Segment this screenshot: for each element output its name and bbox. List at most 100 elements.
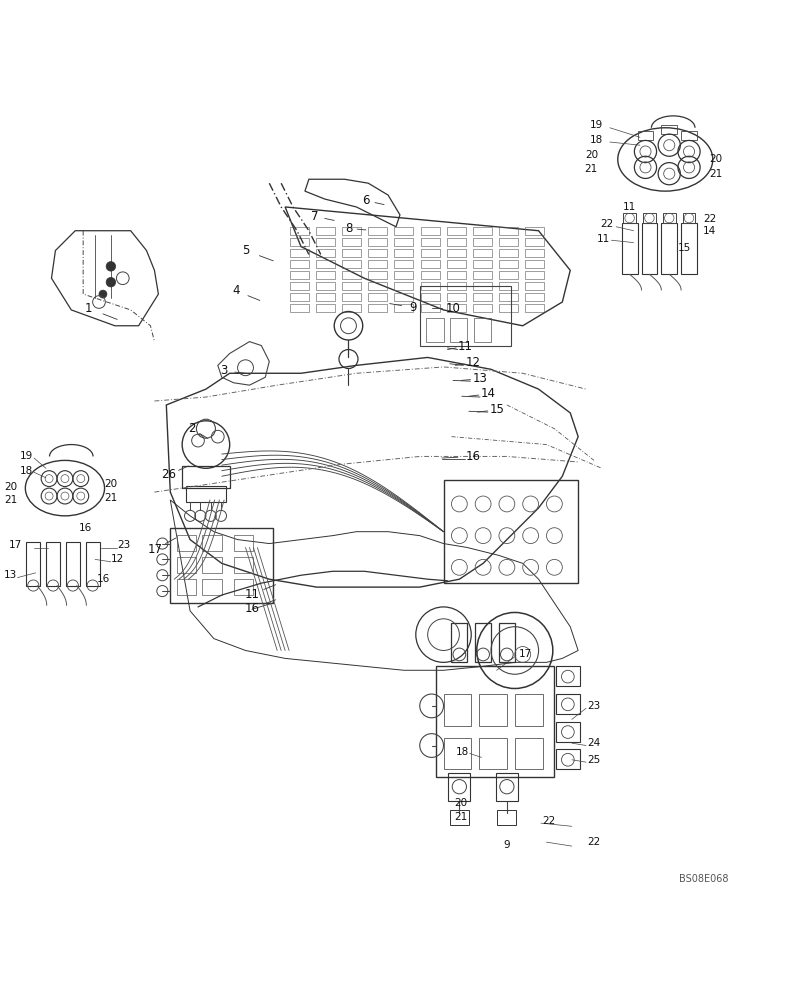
Bar (368, 293, 387, 301)
Text: 12: 12 (466, 356, 480, 369)
Bar (661, 125, 677, 134)
Text: 21: 21 (709, 169, 722, 179)
Bar (368, 304, 387, 312)
Text: 21: 21 (454, 812, 467, 822)
Text: 26: 26 (162, 468, 176, 481)
Bar (499, 249, 518, 257)
Text: 22: 22 (703, 214, 717, 224)
Text: 9: 9 (409, 301, 417, 314)
Bar (556, 749, 580, 769)
Bar (479, 738, 507, 769)
Bar (451, 623, 467, 662)
Bar (202, 579, 222, 595)
Bar (421, 282, 440, 290)
Bar (421, 238, 440, 246)
Bar (496, 773, 518, 801)
Bar (316, 293, 335, 301)
Text: 6: 6 (362, 194, 370, 207)
Bar (316, 282, 335, 290)
Text: 18: 18 (20, 466, 33, 476)
Bar (473, 304, 492, 312)
Text: 14: 14 (482, 387, 496, 400)
Bar (642, 223, 657, 274)
Bar (186, 486, 226, 502)
Bar (234, 535, 253, 551)
Bar (316, 238, 335, 246)
Bar (499, 271, 518, 279)
Bar (290, 282, 309, 290)
Text: 20: 20 (584, 150, 598, 160)
Text: 4: 4 (232, 284, 240, 297)
Bar (447, 227, 466, 235)
Bar (499, 623, 515, 662)
Bar (342, 293, 361, 301)
Bar (499, 227, 518, 235)
Bar (473, 260, 492, 268)
Bar (444, 694, 471, 726)
Bar (473, 282, 492, 290)
Text: 23: 23 (117, 540, 131, 550)
Bar (316, 271, 335, 279)
Bar (342, 238, 361, 246)
Bar (525, 227, 544, 235)
Bar (473, 238, 492, 246)
Bar (499, 304, 518, 312)
Bar (182, 466, 230, 488)
Bar (316, 304, 335, 312)
Text: 18: 18 (455, 747, 469, 757)
Bar (342, 249, 361, 257)
Text: 8: 8 (345, 222, 352, 235)
Bar (368, 271, 387, 279)
Bar (426, 318, 444, 342)
Bar (368, 238, 387, 246)
Text: 11: 11 (245, 588, 259, 601)
Bar (447, 249, 466, 257)
Bar (421, 260, 440, 268)
Bar (447, 304, 466, 312)
Text: 19: 19 (20, 451, 33, 461)
Bar (234, 557, 253, 573)
Text: 14: 14 (703, 226, 717, 236)
Text: 16: 16 (466, 450, 481, 463)
Bar (177, 535, 196, 551)
Text: 12: 12 (111, 554, 124, 564)
Bar (368, 260, 387, 268)
Bar (290, 227, 309, 235)
Bar (663, 213, 676, 223)
Bar (525, 282, 544, 290)
Bar (290, 304, 309, 312)
Text: 5: 5 (242, 244, 249, 257)
Text: 11: 11 (458, 340, 472, 353)
Text: 22: 22 (588, 837, 601, 847)
Bar (290, 238, 309, 246)
Bar (394, 293, 413, 301)
Bar (447, 293, 466, 301)
Text: 21: 21 (584, 164, 598, 174)
Text: 20: 20 (105, 479, 118, 489)
Bar (556, 666, 580, 686)
Bar (499, 260, 518, 268)
Bar (421, 249, 440, 257)
Bar (234, 579, 253, 595)
Text: 17: 17 (519, 649, 532, 659)
Bar (170, 528, 273, 603)
Text: 15: 15 (677, 243, 691, 253)
Text: 19: 19 (590, 120, 604, 130)
Bar (394, 304, 413, 312)
Text: 24: 24 (588, 738, 601, 748)
Text: 25: 25 (588, 755, 601, 765)
Bar (394, 249, 413, 257)
Bar (316, 260, 335, 268)
Bar (368, 282, 387, 290)
Bar (436, 666, 554, 777)
Bar (202, 535, 222, 551)
Bar (26, 542, 40, 586)
Bar (474, 318, 491, 342)
Bar (394, 282, 413, 290)
Bar (638, 131, 653, 140)
Text: 11: 11 (623, 202, 636, 212)
Text: 15: 15 (490, 403, 505, 416)
Text: 11: 11 (596, 234, 610, 244)
Bar (473, 293, 492, 301)
Bar (661, 223, 677, 274)
